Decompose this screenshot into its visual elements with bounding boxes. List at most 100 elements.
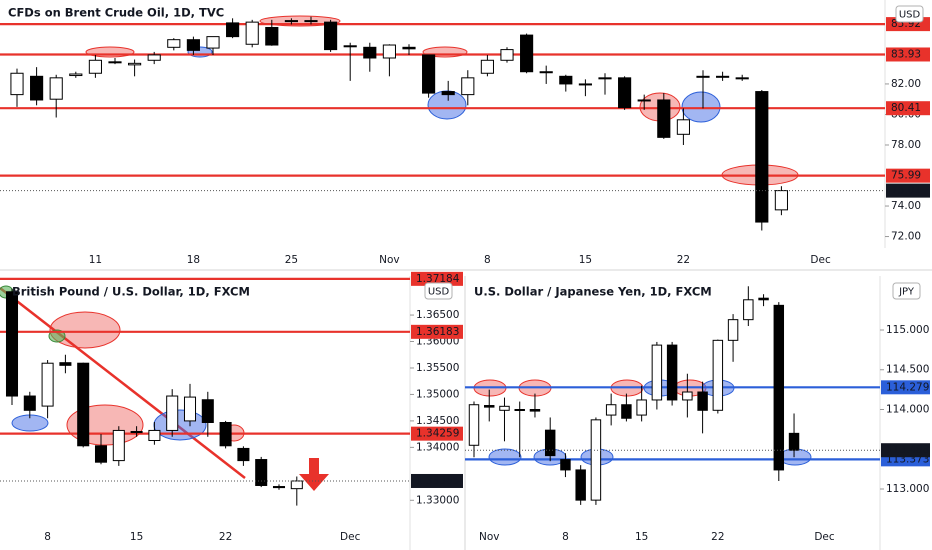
candle-body <box>237 447 250 462</box>
x-tick-label: 18 <box>187 254 200 266</box>
candle-body <box>324 21 338 51</box>
candle-body <box>69 73 83 77</box>
candle-body <box>166 395 179 431</box>
x-tick-label: Dec <box>340 531 361 543</box>
candle-body <box>94 445 108 463</box>
x-tick-label: 8 <box>562 531 569 543</box>
candle-body <box>636 399 647 416</box>
currency-label: JPY <box>898 287 915 298</box>
candle-body <box>499 405 510 411</box>
currency-label: USD <box>428 287 450 298</box>
chart-title: CFDs on Brent Crude Oil, 1D, TVC <box>8 6 224 20</box>
candle-body <box>265 26 279 46</box>
candle-body <box>272 486 286 489</box>
y-tick-label: 114.000 <box>886 404 929 416</box>
candle-body <box>755 91 769 223</box>
y-tick-label: 72.00 <box>891 231 921 243</box>
chart-title: British Pound / U.S. Dollar, 1D, FXCM <box>12 285 250 299</box>
last-price-label: 1.33365 <box>416 475 459 487</box>
candle-body <box>422 54 436 94</box>
x-tick-label: 22 <box>711 531 724 543</box>
candle-body <box>147 54 161 61</box>
candle-body <box>788 432 800 451</box>
y-tick-label: 113.000 <box>886 483 929 495</box>
candle-body <box>657 99 671 138</box>
currency-badge <box>892 282 921 300</box>
candle-body <box>697 391 708 411</box>
y-tick-label: 115.000 <box>886 324 929 336</box>
candle-body <box>461 77 475 96</box>
candle-body <box>773 304 785 471</box>
y-tick-label: 82.00 <box>891 78 921 90</box>
y-tick-label: 114.500 <box>886 364 929 376</box>
x-tick-label: 22 <box>219 531 232 543</box>
candle-body <box>219 421 232 447</box>
level-label: 75.99 <box>891 170 921 182</box>
last-price-label: 113.488 <box>886 444 929 456</box>
candle-body <box>59 362 72 366</box>
candle-body <box>618 77 632 109</box>
candle-body <box>560 459 571 471</box>
candle-body <box>183 396 197 422</box>
last-price-bg <box>411 473 463 488</box>
level-label-bg <box>411 324 463 339</box>
candle-body <box>441 91 455 96</box>
candle-body <box>201 399 214 423</box>
candle-body <box>41 362 54 407</box>
x-tick-label: Nov <box>479 531 500 543</box>
candle-body <box>520 34 534 73</box>
candle-body <box>304 20 318 23</box>
candle-body <box>637 99 651 102</box>
ellipse <box>681 91 721 123</box>
level-label: 114.279 <box>886 381 929 393</box>
arrow <box>299 458 329 491</box>
level-label-bg <box>886 168 930 183</box>
x-tick-label: Nov <box>379 254 400 266</box>
price-chart: 113.000 114.000 114.500 115.000 Nov 8 15 22 Dec 1… <box>465 282 930 543</box>
candle-body <box>186 39 200 51</box>
candle-body <box>382 44 396 59</box>
ellipse <box>488 448 522 466</box>
candle-body <box>544 429 556 457</box>
candle-body <box>290 480 303 490</box>
ellipse <box>48 329 66 343</box>
currency-label: USD <box>899 10 921 21</box>
x-tick-label: 8 <box>44 531 51 543</box>
candle-body <box>480 59 494 74</box>
candle-body <box>621 404 632 419</box>
candle-body <box>559 75 573 85</box>
x-tick-label: 15 <box>635 531 648 543</box>
candle-body <box>49 77 63 100</box>
x-tick-label: 25 <box>285 254 298 266</box>
candle-body <box>245 21 259 45</box>
candle-body <box>363 46 377 59</box>
candle-body <box>5 291 19 397</box>
currency-badge <box>895 5 924 23</box>
last-price-label: 75.01 <box>891 185 921 197</box>
candle-body <box>666 344 678 401</box>
level-label-bg <box>886 47 930 62</box>
level-label: 83.93 <box>891 48 921 60</box>
candle-body <box>255 459 268 486</box>
ellipse <box>49 311 121 349</box>
x-tick-label: 11 <box>89 254 102 266</box>
price-chart: 72.0074.0078.0080.0082.00111825Nov81522D… <box>0 5 930 266</box>
y-tick-label: 1.35000 <box>416 388 459 400</box>
currency-badge <box>424 282 453 300</box>
price-chart: 1.330001.340001.345001.350001.355001.360… <box>0 271 463 543</box>
level-label-bg <box>411 271 463 286</box>
ellipse <box>153 409 207 441</box>
x-tick-label: 22 <box>677 254 690 266</box>
candle-body <box>539 71 553 74</box>
candle-body <box>77 362 90 447</box>
y-tick-label: 1.35500 <box>416 362 459 374</box>
y-tick-label: 1.34000 <box>416 441 459 453</box>
candle-body <box>651 344 663 401</box>
x-tick-label: 8 <box>484 254 491 266</box>
x-tick-label: Dec <box>810 254 831 266</box>
candle-body <box>484 405 495 408</box>
level-label: 80.41 <box>891 102 921 114</box>
candle-body <box>130 430 143 434</box>
